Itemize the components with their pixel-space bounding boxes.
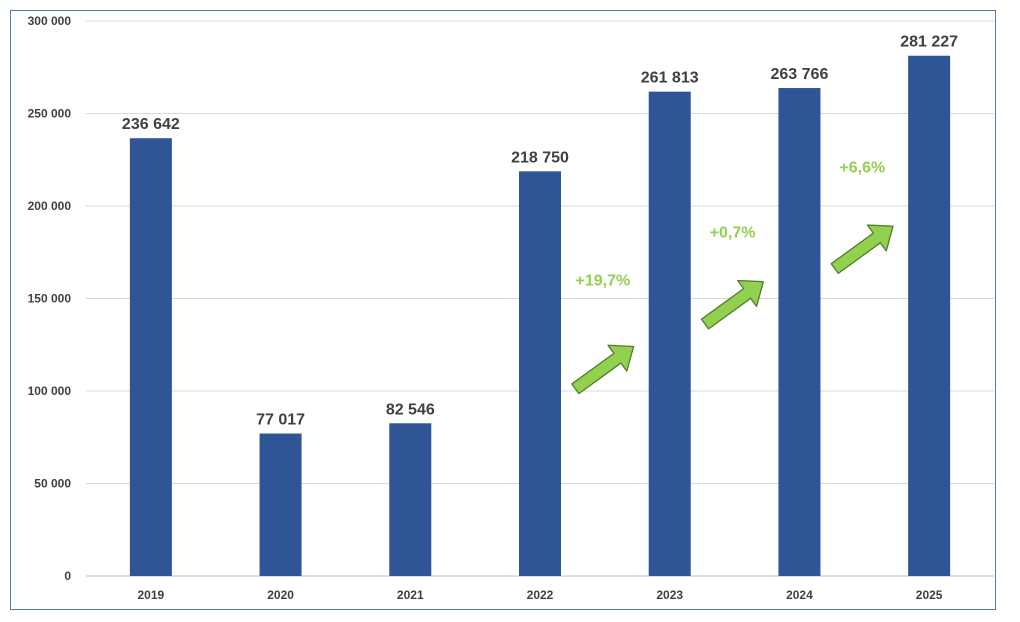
- data-label: 77 017: [256, 412, 305, 429]
- growth-annotation: +0,7%: [710, 224, 756, 241]
- y-tick-label: 300 000: [28, 14, 72, 28]
- up-right-arrow-icon: [571, 344, 635, 395]
- bar-chart: 0 50 000 100 000 150 000 200 000 250 000 300 0…: [28, 14, 994, 602]
- bar-2024: [778, 88, 821, 576]
- data-label: 218 750: [511, 149, 569, 166]
- bar-2025: [908, 55, 951, 577]
- y-tick-label: 100 000: [28, 384, 72, 398]
- data-label: 261 813: [641, 70, 699, 87]
- x-tick-label: 2024: [786, 588, 813, 602]
- data-label: 281 227: [900, 34, 958, 51]
- bar-2020: [259, 433, 302, 576]
- x-tick-label: 2022: [527, 588, 554, 602]
- y-tick-label: 250 000: [28, 107, 72, 121]
- bar-2022: [519, 171, 561, 576]
- y-tick-label: 200 000: [28, 199, 72, 213]
- x-tick-label: 2021: [397, 588, 424, 602]
- y-tick-label: 150 000: [28, 292, 72, 306]
- x-tick-label: 2019: [138, 588, 165, 602]
- data-label: 236 642: [122, 116, 180, 133]
- x-tick-label: 2020: [267, 588, 294, 602]
- x-tick-label: 2023: [656, 588, 683, 602]
- x-tick-label: 2025: [916, 588, 943, 602]
- bar-2023: [648, 91, 691, 577]
- y-tick-label: 50 000: [34, 477, 71, 491]
- up-right-arrow-icon: [700, 279, 764, 330]
- bar-2019: [129, 138, 172, 576]
- up-right-arrow-icon: [830, 224, 894, 275]
- data-label: 263 766: [771, 66, 829, 83]
- data-label: 82 546: [386, 401, 435, 418]
- chart-frame: 0 50 000 100 000 150 000 200 000 250 000 300 0…: [10, 10, 996, 610]
- growth-annotation: +6,6%: [839, 160, 885, 177]
- bar-2021: [389, 423, 432, 576]
- y-tick-label: 0: [64, 569, 71, 583]
- growth-annotation: +19,7%: [575, 273, 630, 290]
